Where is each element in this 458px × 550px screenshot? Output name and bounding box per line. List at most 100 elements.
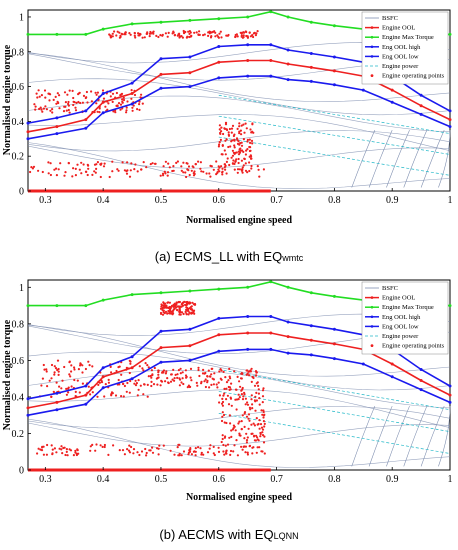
operating-point xyxy=(146,364,149,367)
operating-point xyxy=(222,394,225,397)
operating-point xyxy=(235,439,238,442)
operating-point xyxy=(160,303,163,306)
operating-point xyxy=(156,447,159,450)
operating-point xyxy=(63,446,66,449)
operating-point xyxy=(133,34,136,37)
operating-point xyxy=(65,387,68,390)
operating-point xyxy=(162,311,165,314)
operating-point xyxy=(68,373,71,376)
operating-point xyxy=(228,436,231,439)
operating-point xyxy=(229,422,232,425)
operating-point xyxy=(55,102,58,105)
x-tick-label: 0.8 xyxy=(328,195,341,206)
operating-point xyxy=(218,143,221,146)
operating-point xyxy=(125,106,128,109)
operating-point xyxy=(99,175,102,179)
operating-point xyxy=(237,153,241,156)
operating-point xyxy=(201,372,205,375)
operating-point xyxy=(186,306,189,309)
bsfc-contours-a xyxy=(27,42,451,189)
operating-point xyxy=(46,443,49,447)
engine-power-line xyxy=(218,369,451,411)
ool-low-marker xyxy=(130,377,134,381)
operating-point xyxy=(256,30,259,33)
max-torque-marker xyxy=(55,32,59,36)
operating-point xyxy=(67,104,70,107)
operating-point xyxy=(182,171,185,174)
operating-point xyxy=(263,435,266,438)
operating-point xyxy=(164,160,167,163)
operating-point xyxy=(231,162,234,165)
operating-point xyxy=(262,420,265,423)
operating-point xyxy=(178,36,181,39)
operating-point xyxy=(261,395,265,398)
operating-point xyxy=(178,384,181,387)
operating-point xyxy=(133,93,137,97)
operating-point xyxy=(217,450,221,453)
operating-point xyxy=(257,384,260,387)
operating-point xyxy=(218,401,221,404)
operating-point xyxy=(223,163,227,166)
operating-point xyxy=(261,428,265,431)
operating-point xyxy=(157,453,160,456)
operating-point xyxy=(60,448,63,451)
operating-point xyxy=(242,445,245,448)
operating-point xyxy=(157,369,160,372)
operating-point xyxy=(203,33,206,36)
operating-point xyxy=(74,174,77,177)
operating-point xyxy=(38,95,41,98)
operating-point xyxy=(111,392,114,395)
max-torque-marker xyxy=(130,293,134,297)
operating-point xyxy=(193,312,196,315)
ool-low-marker xyxy=(390,100,394,104)
operating-point xyxy=(96,91,99,94)
operating-point xyxy=(229,396,232,399)
operating-point xyxy=(261,401,264,404)
operating-point xyxy=(78,91,81,94)
operating-point xyxy=(55,167,58,170)
operating-point xyxy=(118,449,121,452)
operating-point xyxy=(222,450,225,453)
operating-point xyxy=(41,170,44,174)
operating-point xyxy=(242,164,245,167)
operating-point xyxy=(205,172,208,175)
ool-low-marker xyxy=(84,126,88,130)
operating-point xyxy=(137,388,140,391)
ool-high-marker xyxy=(246,315,250,318)
ool-marker xyxy=(419,379,423,382)
operating-point xyxy=(225,421,228,425)
operating-point xyxy=(239,129,242,132)
operating-point xyxy=(145,451,148,455)
operating-point xyxy=(228,386,232,389)
operating-point xyxy=(248,31,251,34)
x-tick-label: 0.5 xyxy=(155,195,168,206)
x-tick-label: 0.7 xyxy=(270,474,283,485)
ool-high-marker xyxy=(269,315,273,318)
operating-point xyxy=(101,445,104,448)
operating-point xyxy=(32,165,36,168)
operating-point xyxy=(95,102,98,105)
operating-point xyxy=(240,35,243,38)
operating-point xyxy=(222,413,226,417)
operating-point xyxy=(166,377,169,380)
operating-point xyxy=(136,170,139,173)
operating-point xyxy=(218,141,221,144)
operating-point xyxy=(176,376,179,379)
operating-point xyxy=(243,393,246,396)
operating-point xyxy=(226,128,229,132)
operating-point xyxy=(173,34,176,37)
operating-point xyxy=(220,378,223,381)
operating-point xyxy=(257,422,260,426)
operating-point xyxy=(224,451,228,455)
ool-marker xyxy=(84,393,88,397)
operating-point xyxy=(231,149,234,152)
operating-point xyxy=(46,385,49,388)
operating-point xyxy=(238,122,241,125)
operating-point xyxy=(60,445,63,448)
operating-point xyxy=(58,94,61,97)
max-torque-marker xyxy=(309,291,313,295)
operating-point xyxy=(128,444,131,447)
operating-point xyxy=(212,452,215,455)
ool-low-marker xyxy=(246,74,250,78)
operating-point xyxy=(88,364,91,367)
